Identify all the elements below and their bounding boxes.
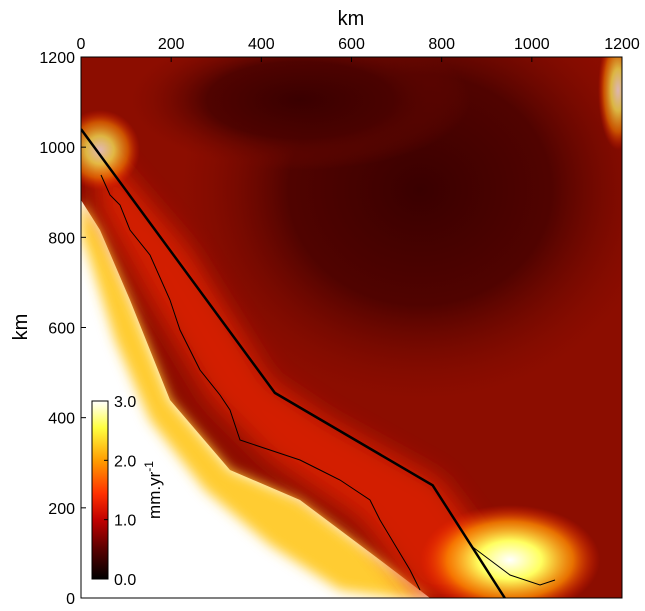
y-tick-label: 1000 <box>39 140 75 157</box>
heatmap-bright-southeast <box>420 505 600 598</box>
y-tick-label: 1200 <box>39 50 75 67</box>
colorbar-tick-label: 0.0 <box>114 572 136 589</box>
heatmap-coastal-band <box>81 200 430 598</box>
colorbar-unit-exponent: -1 <box>142 461 156 472</box>
x-tick-label: 600 <box>338 36 365 53</box>
y-tick-label: 0 <box>66 591 75 606</box>
heatmap-field <box>81 57 622 598</box>
x-axis-label: km <box>338 8 365 30</box>
heatmap-fault-ridge <box>95 140 500 598</box>
x-axis-ticks: 0 200 400 600 800 1000 1200 <box>77 36 640 62</box>
coastline-east <box>469 544 556 586</box>
y-tick-label: 200 <box>48 501 75 518</box>
colorbar-tick-label: 2.0 <box>114 453 136 470</box>
heatmap-bright-northwest <box>81 110 140 190</box>
x-tick-label: 0 <box>77 36 86 53</box>
y-axis-ticks: 0 200 400 600 800 1000 1200 <box>39 50 86 608</box>
heatmap-bright-east <box>598 57 622 150</box>
colorbar-tick-label: 1.0 <box>114 513 136 530</box>
heatmap-dark-region-upper <box>130 57 470 170</box>
colorbar-unit: mm.yr <box>145 471 164 519</box>
colorbar-label: mm.yr-1 <box>142 461 164 519</box>
y-tick-label: 400 <box>48 411 75 428</box>
colorbar-gradient <box>91 400 109 580</box>
x-tick-label: 800 <box>428 36 455 53</box>
fault-trace-line <box>81 128 506 598</box>
x-tick-label: 400 <box>248 36 275 53</box>
colorbar-ticks: 0.0 1.0 2.0 3.0 <box>104 394 136 589</box>
x-tick-label: 1000 <box>514 36 550 53</box>
coastline <box>100 174 421 591</box>
colorbar-tick-label: 3.0 <box>114 394 136 411</box>
y-axis-label: km <box>10 314 32 341</box>
y-tick-label: 800 <box>48 230 75 247</box>
x-tick-label: 200 <box>158 36 185 53</box>
x-tick-label: 1200 <box>604 36 640 53</box>
colorbar: 0.0 1.0 2.0 3.0 mm.yr-1 <box>91 394 164 589</box>
y-tick-label: 600 <box>48 321 75 338</box>
